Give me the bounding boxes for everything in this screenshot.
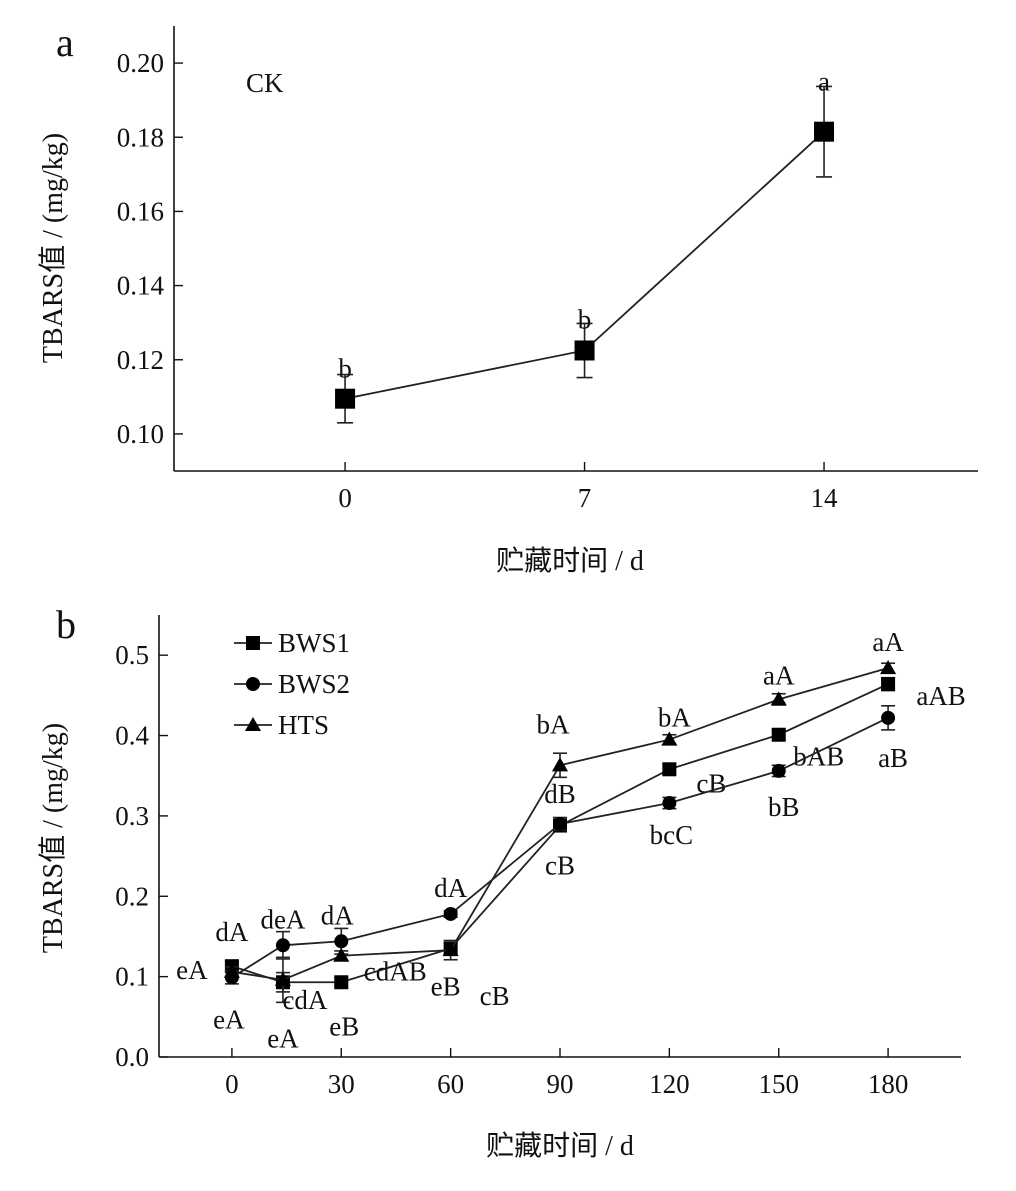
- significance-label: eB: [431, 972, 461, 1002]
- y-tick-label: 0.0: [115, 1042, 149, 1072]
- y-tick-label: 0.18: [117, 122, 164, 152]
- chart-a-ylabel: TBARS值 / (mg/kg): [37, 133, 69, 363]
- significance-label: aA: [872, 627, 904, 657]
- data-point: [275, 938, 290, 953]
- data-point: [881, 710, 896, 725]
- significance-label: deA: [260, 904, 305, 934]
- x-tick-label: 120: [649, 1069, 690, 1099]
- significance-label: dA: [321, 900, 355, 930]
- significance-label: eB: [329, 1011, 359, 1041]
- legend-label: HTS: [278, 710, 329, 740]
- chart-b-axes: 0.0 0.1 0.2 0.3 0.4 0.5 0 30 60 90 120 150 180: [115, 615, 961, 1099]
- x-tick-label: 14: [811, 483, 839, 513]
- data-point: [274, 971, 291, 986]
- significance-label: cB: [545, 851, 575, 881]
- y-tick-label: 0.4: [115, 721, 149, 751]
- series-hts: dA cdA cdAB cB bA bA aA aA: [215, 627, 904, 1015]
- chart-a-series: b b a: [335, 67, 835, 424]
- y-tick-label: 0.14: [117, 271, 165, 301]
- significance-label: bA: [658, 703, 692, 733]
- significance-label: a: [818, 67, 830, 97]
- data-point: [335, 388, 356, 409]
- y-tick-label: 0.12: [117, 345, 164, 375]
- data-point: [771, 727, 786, 742]
- significance-label: aAB: [916, 681, 966, 711]
- significance-label: dA: [215, 917, 249, 947]
- chart-b: b 0.0 0.1 0.2 0.3 0.4 0.5 0 30 60 90 120 150 180 贮藏时…: [37, 602, 966, 1162]
- significance-label: dA: [434, 873, 468, 903]
- series-line: [231, 667, 889, 981]
- x-tick-label: 180: [868, 1069, 909, 1099]
- legend-label: BWS1: [278, 628, 350, 658]
- data-point: [223, 963, 240, 978]
- series-line: [231, 717, 889, 979]
- x-tick-label: 0: [338, 483, 352, 513]
- data-point: [333, 947, 350, 962]
- chart-a: a CK 0.10 0.12 0.14 0.16 0.18 0.20 0 7 14 贮藏时间 /…: [37, 20, 978, 577]
- data-point: [662, 762, 677, 777]
- significance-label: aB: [878, 743, 908, 773]
- y-tick-label: 0.10: [117, 419, 164, 449]
- data-point: [553, 816, 567, 831]
- data-point: [442, 942, 459, 957]
- x-tick-label: 0: [225, 1069, 239, 1099]
- significance-label: cB: [480, 981, 510, 1011]
- y-tick-label: 0.20: [117, 48, 164, 78]
- y-tick-label: 0.3: [115, 801, 149, 831]
- panel-label-b: b: [56, 602, 76, 647]
- x-tick-label: 7: [578, 483, 592, 513]
- x-tick-label: 30: [328, 1069, 355, 1099]
- data-point: [771, 763, 786, 778]
- chart-b-ylabel: TBARS值 / (mg/kg): [37, 723, 69, 953]
- legend-marker: [246, 636, 260, 650]
- y-tick-label: 0.5: [115, 640, 149, 670]
- significance-label: eA: [267, 1023, 299, 1053]
- significance-label: bB: [768, 792, 800, 822]
- x-tick-label: 90: [547, 1069, 574, 1099]
- data-point: [662, 796, 677, 811]
- data-point: [880, 659, 897, 675]
- y-tick-label: 0.16: [117, 196, 164, 226]
- y-tick-label: 0.1: [115, 962, 149, 992]
- panel-label-a: a: [56, 20, 74, 65]
- data-point: [551, 757, 569, 772]
- data-point: [334, 934, 349, 949]
- series-line: [231, 683, 889, 984]
- chart-a-xlabel: 贮藏时间 / d: [496, 545, 644, 577]
- chart-a-annotation: CK: [246, 68, 284, 98]
- significance-label: bcC: [650, 820, 694, 850]
- significance-label: eA: [176, 955, 208, 985]
- chart-b-xlabel: 贮藏时间 / d: [486, 1130, 634, 1162]
- significance-label: cdA: [282, 985, 327, 1015]
- y-tick-label: 0.2: [115, 881, 149, 911]
- significance-label: aA: [763, 660, 795, 690]
- chart-b-legend: BWS1 BWS2 HTS: [234, 628, 350, 740]
- series-0: b b a: [335, 67, 835, 424]
- significance-label: b: [338, 354, 352, 384]
- legend-label: BWS2: [278, 669, 350, 699]
- significance-label: bAB: [793, 742, 844, 772]
- legend-item-bws2: BWS2: [234, 669, 350, 699]
- significance-label: eA: [213, 1004, 245, 1034]
- legend-item-bws1: BWS1: [234, 628, 350, 658]
- data-point: [574, 340, 595, 361]
- significance-label: cdAB: [364, 957, 427, 987]
- x-tick-label: 150: [758, 1069, 799, 1099]
- legend-item-hts: HTS: [234, 710, 329, 740]
- significance-label: bA: [537, 709, 571, 739]
- data-point: [334, 975, 349, 990]
- legend-marker: [246, 677, 260, 691]
- data-point: [443, 906, 458, 921]
- data-point: [814, 121, 835, 142]
- data-point: [881, 677, 896, 692]
- data-point: [770, 691, 787, 706]
- significance-label: b: [578, 304, 592, 334]
- data-point: [661, 731, 678, 746]
- chart-a-axes: 0.10 0.12 0.14 0.16 0.18 0.20 0 7 14: [117, 26, 978, 513]
- x-tick-label: 60: [437, 1069, 464, 1099]
- legend-marker: [244, 716, 262, 732]
